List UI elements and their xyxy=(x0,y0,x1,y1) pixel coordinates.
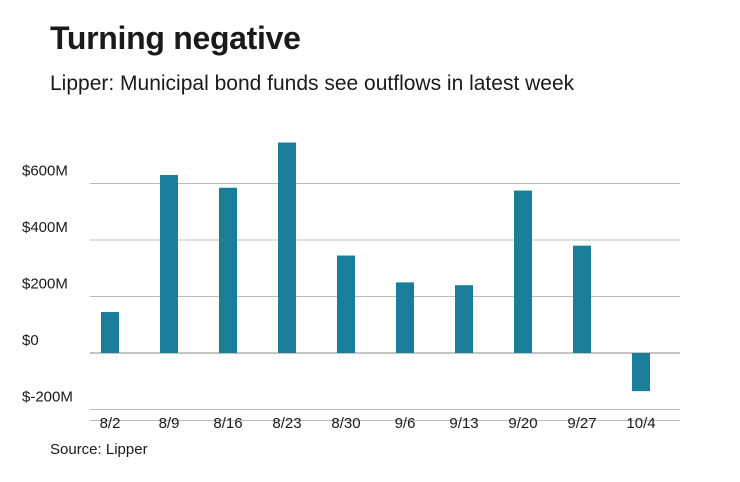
y-tick-label: $400M xyxy=(22,219,68,236)
x-tick-label: 8/2 xyxy=(100,415,121,432)
bar-10-4 xyxy=(632,353,650,392)
source-note: Source: Lipper xyxy=(50,441,148,458)
chart-title: Turning negative xyxy=(50,20,301,56)
x-tick-label: 10/4 xyxy=(626,415,655,432)
x-tick-label: 8/16 xyxy=(213,415,242,432)
bar-8-23 xyxy=(278,142,296,353)
x-tick-label: 9/20 xyxy=(508,415,537,432)
bar-9-13 xyxy=(455,285,473,353)
bar-8-30 xyxy=(337,255,355,353)
chart-subtitle: Lipper: Municipal bond funds see outflow… xyxy=(50,72,575,95)
bar-8-16 xyxy=(219,187,237,353)
bar-8-9 xyxy=(160,175,178,353)
bar-9-20 xyxy=(514,190,532,353)
x-tick-label: 9/13 xyxy=(449,415,478,432)
x-tick-label: 9/27 xyxy=(567,415,596,432)
y-tick-label: $-200M xyxy=(22,389,73,406)
x-tick-label: 8/9 xyxy=(159,415,180,432)
y-tick-label: $200M xyxy=(22,276,68,293)
bar-8-2 xyxy=(101,312,119,353)
bar-9-6 xyxy=(396,282,414,353)
x-tick-label: 8/23 xyxy=(272,415,301,432)
x-tick-label: 8/30 xyxy=(331,415,360,432)
y-tick-label: $0 xyxy=(22,332,39,349)
y-tick-label: $600M xyxy=(22,163,68,180)
x-tick-label: 9/6 xyxy=(395,415,416,432)
bar-9-27 xyxy=(573,245,591,353)
